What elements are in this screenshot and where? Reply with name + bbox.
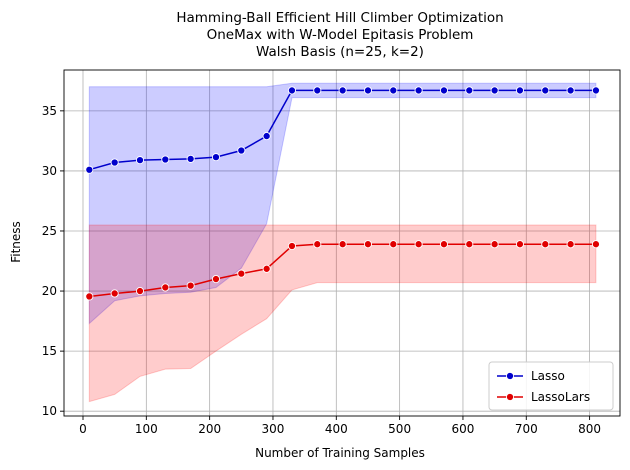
- x-tick-label: 700: [515, 422, 538, 436]
- point-lasso: [389, 86, 398, 95]
- point-lassolars: [363, 240, 373, 249]
- point-lassolars: [186, 281, 195, 290]
- point-lasso: [338, 86, 347, 95]
- point-lassolars: [541, 240, 550, 249]
- point-lasso: [85, 165, 94, 174]
- x-tick-label: 200: [198, 422, 221, 436]
- point-lasso: [110, 158, 119, 167]
- point-lasso: [135, 156, 145, 165]
- y-tick-label: 35: [42, 104, 57, 118]
- point-lasso: [237, 146, 246, 155]
- point-lassolars: [338, 240, 347, 249]
- title-line-2: OneMax with W-Model Epitasis Problem: [207, 27, 474, 43]
- x-tick-label: 300: [262, 422, 285, 436]
- y-tick-label: 20: [42, 284, 57, 298]
- point-lassolars: [161, 283, 170, 292]
- point-lasso: [287, 86, 297, 95]
- plot-area: 0 100 200 300 400 500 600 700 800 10 15 20 25 30 35: [42, 69, 621, 436]
- title-line-3: Walsh Basis (n=25, k=2): [256, 44, 424, 60]
- x-tick-label: 0: [79, 422, 87, 436]
- point-lassolars: [287, 241, 297, 251]
- point-lassolars: [490, 240, 499, 249]
- point-lasso: [566, 86, 575, 95]
- point-lasso: [186, 154, 195, 163]
- point-lasso: [313, 86, 322, 95]
- point-lassolars: [591, 240, 600, 249]
- x-tick-label: 800: [578, 422, 601, 436]
- point-lasso: [363, 86, 373, 95]
- point-lassolars: [465, 240, 474, 249]
- point-lassolars: [110, 289, 119, 298]
- legend-label-lasso: Lasso: [531, 369, 565, 383]
- point-lassolars: [439, 240, 449, 249]
- point-lassolars: [262, 264, 271, 273]
- y-tick-label: 25: [42, 224, 57, 238]
- axes-frame: [63, 69, 621, 417]
- x-tick-label: 600: [451, 422, 474, 436]
- point-lasso: [490, 86, 499, 95]
- point-lassolars: [515, 240, 524, 249]
- point-lassolars: [313, 240, 322, 249]
- point-lassolars: [389, 240, 398, 249]
- point-lassolars: [85, 292, 94, 301]
- band-lassolars: [88, 224, 597, 403]
- point-lasso: [211, 153, 221, 162]
- x-axis-label: Number of Training Samples: [255, 446, 425, 460]
- point-lassolars: [237, 269, 246, 278]
- x-tick-label: 100: [135, 422, 158, 436]
- legend-marker-lassolars: [505, 392, 515, 402]
- y-axis-label: Fitness: [9, 221, 23, 263]
- point-lassolars: [135, 287, 145, 296]
- x-tick-label: 400: [325, 422, 348, 436]
- point-lasso: [262, 132, 271, 141]
- point-lasso: [414, 86, 423, 95]
- legend-label-lassolars: LassoLars: [531, 390, 590, 404]
- legend: Lasso LassoLars: [488, 361, 614, 411]
- y-tick-label: 15: [42, 344, 57, 358]
- y-tick-label: 30: [42, 164, 57, 178]
- point-lassolars: [414, 240, 423, 249]
- x-tick-label: 500: [388, 422, 411, 436]
- point-lasso: [541, 86, 550, 95]
- y-tick-label: 10: [42, 404, 57, 418]
- point-lassolars: [566, 240, 575, 249]
- band-lasso: [88, 82, 597, 325]
- title-line-1: Hamming-Ball Efficient Hill Climber Opti…: [176, 10, 503, 26]
- point-lasso: [465, 86, 474, 95]
- legend-box: [488, 361, 614, 411]
- chart-title: Hamming-Ball Efficient Hill Climber Opti…: [176, 10, 503, 60]
- point-lassolars: [211, 274, 221, 284]
- legend-marker-lasso: [505, 371, 515, 381]
- point-lasso: [591, 86, 600, 95]
- point-lasso: [515, 86, 524, 95]
- point-lasso: [161, 155, 170, 164]
- point-lasso: [439, 86, 449, 95]
